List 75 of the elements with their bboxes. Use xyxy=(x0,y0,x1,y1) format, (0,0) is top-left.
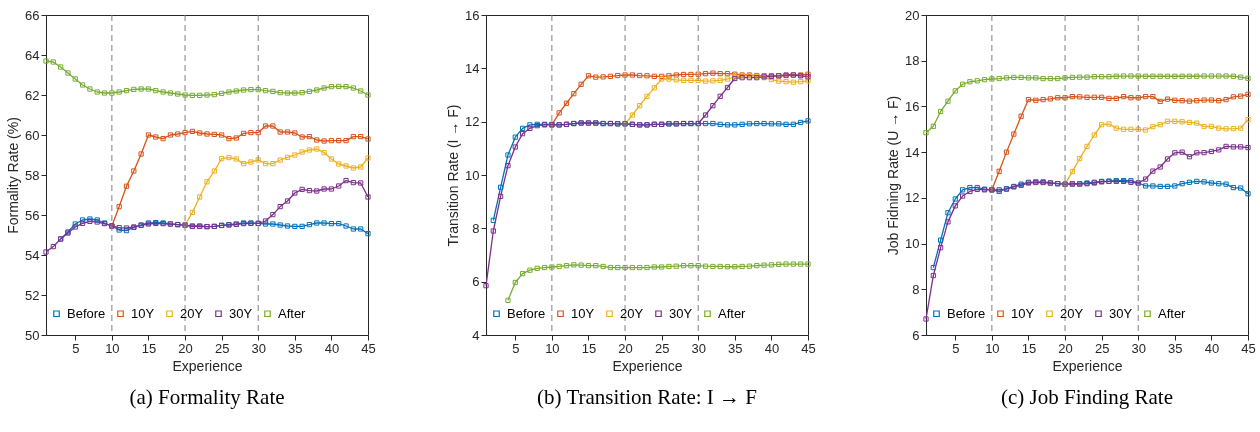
x-tick-label: 25 xyxy=(654,340,670,356)
x-tick-label: 20 xyxy=(178,340,193,356)
y-tick-label: 60 xyxy=(25,127,40,143)
legend-label: Before xyxy=(67,305,106,321)
text: (b) Transition Rate: I → F xyxy=(537,385,757,409)
legend-label: 10Y xyxy=(1011,305,1035,321)
x-tick-label: 45 xyxy=(1241,340,1256,356)
y-tick-label: 10 xyxy=(905,236,920,252)
y-tick-label: 8 xyxy=(472,220,480,236)
legend-label: 30Y xyxy=(229,305,253,321)
y-tick-label: 4 xyxy=(472,327,480,343)
x-tick-label: 5 xyxy=(512,340,520,356)
x-tick-label: 5 xyxy=(952,340,960,356)
y-axis-title: Job Fidning Rate (U → F) xyxy=(885,95,902,256)
x-tick-label: 30 xyxy=(691,340,706,356)
x-tick-label: 15 xyxy=(141,340,157,356)
y-tick-label: 62 xyxy=(25,87,40,103)
x-tick-label: 45 xyxy=(361,340,376,356)
y-tick-label: 14 xyxy=(905,144,920,160)
y-tick-label: 16 xyxy=(465,7,480,23)
x-tick-label: 10 xyxy=(545,340,560,356)
y-tick-label: 54 xyxy=(25,247,40,263)
legend-label: 20Y xyxy=(180,305,204,321)
x-tick-label: 20 xyxy=(618,340,633,356)
x-tick-label: 15 xyxy=(1021,340,1037,356)
legend-label: After xyxy=(278,305,307,321)
x-axis-title: Experience xyxy=(1052,357,1123,374)
x-tick-label: 20 xyxy=(1058,340,1073,356)
x-tick-label: 40 xyxy=(1204,340,1220,356)
legend-label: After xyxy=(718,305,747,321)
text: (a) Formality Rate xyxy=(129,385,285,409)
x-tick-label: 5 xyxy=(72,340,80,356)
x-axis-title: Experience xyxy=(612,357,683,374)
x-tick-label: 30 xyxy=(251,340,266,356)
y-tick-label: 66 xyxy=(25,7,40,23)
y-axis-title: Formality Rate (%) xyxy=(5,117,22,234)
x-tick-label: 40 xyxy=(324,340,340,356)
y-tick-label: 58 xyxy=(25,167,40,183)
x-tick-label: 25 xyxy=(214,340,230,356)
y-tick-label: 64 xyxy=(25,47,40,63)
x-tick-label: 40 xyxy=(764,340,780,356)
legend-label: Before xyxy=(947,305,986,321)
y-tick-label: 50 xyxy=(25,327,40,343)
y-tick-label: 20 xyxy=(905,7,920,23)
y-tick-label: 10 xyxy=(465,167,480,183)
x-tick-label: 25 xyxy=(1094,340,1110,356)
x-tick-label: 10 xyxy=(985,340,1000,356)
x-axis-title: Experience xyxy=(172,357,243,374)
text: (c) Job Finding Rate xyxy=(1000,385,1174,409)
x-tick-label: 35 xyxy=(1168,340,1183,356)
y-axis-title: Transition Rate (I → F) xyxy=(445,104,462,247)
legend-label: 10Y xyxy=(131,305,155,321)
legend-label: 30Y xyxy=(1109,305,1133,321)
y-tick-label: 6 xyxy=(472,274,480,290)
legend-label: 20Y xyxy=(1060,305,1084,321)
legend-label: Before xyxy=(507,305,546,321)
y-tick-label: 12 xyxy=(465,114,480,130)
y-tick-label: 56 xyxy=(25,207,40,223)
y-tick-label: 18 xyxy=(905,53,920,69)
x-tick-label: 15 xyxy=(581,340,597,356)
y-tick-label: 8 xyxy=(912,281,920,297)
legend-label: 10Y xyxy=(571,305,595,321)
x-tick-label: 30 xyxy=(1131,340,1146,356)
y-tick-label: 12 xyxy=(905,190,920,206)
y-tick-label: 52 xyxy=(25,287,40,303)
y-tick-label: 6 xyxy=(912,327,920,343)
legend-label: 20Y xyxy=(620,305,644,321)
x-tick-label: 35 xyxy=(728,340,743,356)
legend-label: After xyxy=(1158,305,1187,321)
y-tick-label: 14 xyxy=(465,60,480,76)
x-tick-label: 35 xyxy=(288,340,303,356)
y-tick-label: 16 xyxy=(905,98,920,114)
legend-label: 30Y xyxy=(669,305,693,321)
x-tick-label: 10 xyxy=(105,340,120,356)
x-tick-label: 45 xyxy=(801,340,816,356)
